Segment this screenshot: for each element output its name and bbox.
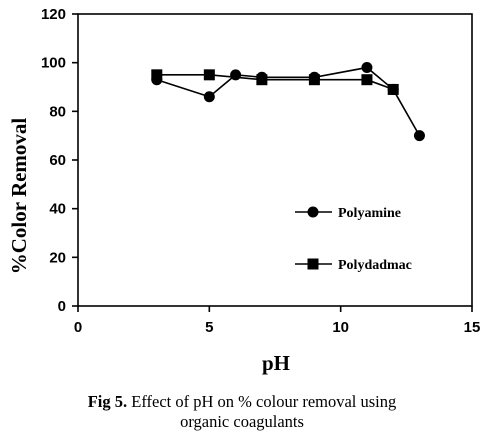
series-layer (151, 62, 425, 142)
y-axis-title: %Color Removal (7, 118, 31, 275)
figure-caption: Fig 5. Effect of pH on % colour removal … (0, 392, 484, 432)
legend-label-polydadmac: Polydadmac (338, 258, 412, 273)
y-tick-label: 0 (58, 298, 66, 315)
polydadmac-point (151, 69, 163, 81)
chart: 0 20 40 60 80 100 120 0 5 10 15 Polyamine Polydadma… (7, 6, 480, 375)
y-tick-label: 80 (49, 103, 66, 120)
x-axis-title: pH (262, 351, 290, 375)
legend-item-polyamine: Polyamine (295, 206, 401, 221)
polydadmac-point (203, 69, 215, 81)
tick-labels: 0 20 40 60 80 100 120 0 5 10 15 (41, 6, 480, 336)
y-tick-label: 60 (49, 152, 66, 169)
legend-label-polyamine: Polyamine (338, 206, 401, 221)
legend-marker-polydadmac (307, 258, 319, 270)
y-tick-label: 40 (49, 201, 66, 218)
polyamine-point (361, 62, 373, 74)
polydadmac-point (256, 74, 268, 86)
legend: Polyamine Polydadmac (295, 206, 412, 273)
x-tick-label: 10 (332, 319, 349, 336)
y-tick-label: 20 (49, 249, 66, 266)
series-polydadmac (151, 69, 399, 95)
legend-marker-polyamine (307, 206, 319, 218)
polydadmac-point (361, 74, 373, 86)
x-tick-label: 15 (464, 319, 481, 336)
plot-border (77, 13, 473, 307)
polydadmac-point (387, 83, 399, 95)
plot-area (77, 13, 473, 307)
x-tick-label: 5 (205, 319, 213, 336)
x-tick-label: 0 (74, 319, 82, 336)
caption-line-1: Effect of pH on % colour removal using (127, 392, 397, 411)
polyamine-point (230, 69, 242, 81)
polyamine-point (413, 130, 425, 142)
caption-line-2: organic coagulants (180, 412, 304, 431)
series-polyamine (151, 62, 425, 142)
axis-ticks (72, 13, 473, 312)
legend-item-polydadmac: Polydadmac (295, 258, 412, 273)
figure-number: Fig 5. (87, 392, 128, 411)
y-tick-label: 100 (41, 55, 66, 72)
y-tick-label: 120 (41, 6, 66, 23)
polyamine-line (156, 66, 421, 137)
polyamine-point (203, 91, 215, 103)
polydadmac-point (308, 74, 320, 86)
